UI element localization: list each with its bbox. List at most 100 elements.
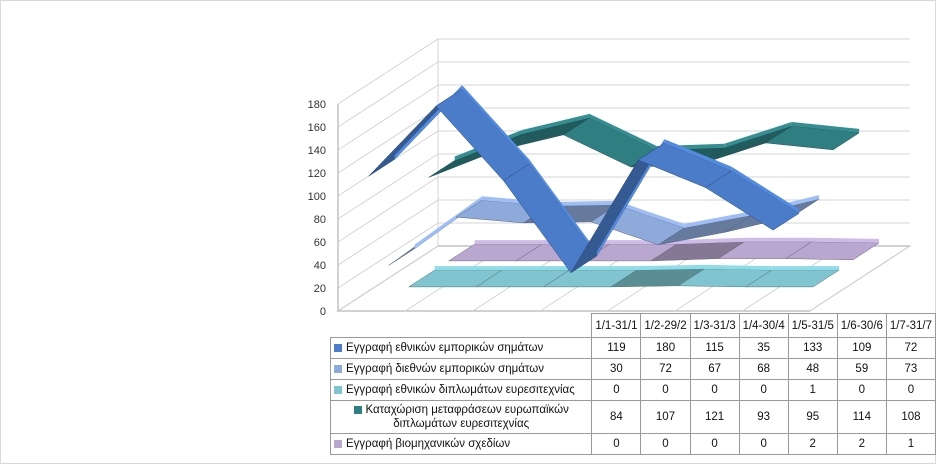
y-tick-label: 60 — [314, 237, 326, 249]
series-segment-top — [529, 159, 597, 256]
floor-divider — [809, 245, 911, 312]
series-segment-top — [569, 266, 637, 271]
series-segment-top — [811, 237, 880, 243]
category-label: 1/1-31/1 — [591, 313, 642, 338]
y-tick-label: 20 — [314, 283, 326, 295]
data-cell: 68 — [738, 358, 789, 380]
series-segment-top — [549, 200, 617, 206]
y-tick-label: 120 — [308, 168, 326, 180]
category-label: 1/7-31/7 — [885, 313, 936, 338]
data-cell: 115 — [689, 337, 740, 359]
series-line — [368, 85, 800, 274]
series-segment-top — [724, 122, 792, 148]
data-cell: 59 — [836, 358, 887, 380]
table-row: Εγγραφή εθνικών διπλωμάτων ευρεσιτεχνίας… — [329, 379, 936, 401]
category-label: 1/5-31/5 — [787, 313, 838, 338]
series-segment-top — [596, 139, 665, 256]
series-segment-top — [684, 211, 752, 228]
legend-entry: Εγγραφή διεθνών εμπορικών σημάτων — [329, 358, 593, 380]
data-cell: 84 — [591, 400, 642, 434]
legend-swatch — [353, 405, 362, 414]
series-segment-top — [462, 85, 530, 164]
series-line — [407, 264, 840, 288]
series-segment-top — [636, 264, 705, 271]
y-tick-label: 140 — [308, 145, 326, 157]
series-segment-top — [704, 264, 772, 271]
legend-entry: Εγγραφή βιομηχανικών σχεδίων — [329, 433, 593, 455]
data-cell: 1 — [787, 379, 838, 401]
series-segment-top — [522, 113, 590, 134]
data-table: 1/1-31/1 1/2-29/2 1/3-31/3 1/4-30/4 1/5-31/5… — [329, 313, 936, 455]
legend-entry: Εγγραφή εθνικών διπλωμάτων ευρεσιτεχνίας — [329, 379, 593, 401]
data-cell: 73 — [885, 358, 936, 380]
data-cell: 95 — [787, 400, 838, 434]
series-segment-top — [664, 139, 732, 171]
data-cell: 180 — [640, 337, 691, 359]
series-segment-top — [771, 266, 840, 271]
series-segment-top — [744, 237, 812, 242]
data-cell: 30 — [591, 358, 642, 380]
legend-label: Εγγραφή εθνικών διπλωμάτων ευρεσιτεχνίας — [346, 384, 575, 396]
y-tick-label: 0 — [320, 306, 326, 318]
category-label: 1/3-31/3 — [689, 313, 740, 338]
y-tick-label: 160 — [308, 122, 326, 134]
data-cell: 108 — [885, 400, 936, 434]
category-header-row: 1/1-31/1 1/2-29/2 1/3-31/3 1/4-30/4 1/5-31/5… — [331, 313, 936, 338]
data-cell: 48 — [787, 358, 838, 380]
legend-swatch — [334, 343, 342, 352]
series-segment-top — [791, 122, 860, 133]
data-cell: 35 — [738, 337, 789, 359]
y-tick-label: 40 — [314, 260, 326, 272]
table-corner — [331, 314, 592, 338]
data-cell: 1 — [885, 433, 936, 455]
category-label: 1/4-30/4 — [738, 313, 789, 338]
data-cell: 121 — [689, 400, 740, 434]
data-cell: 72 — [885, 337, 936, 359]
data-cell: 109 — [836, 337, 887, 359]
series-lines — [368, 85, 880, 288]
legend-swatch — [334, 385, 342, 394]
table-row: Εγγραφή βιομηχανικών σχεδίων 0 0 0 0 2 2 1 — [329, 433, 936, 455]
data-cell: 67 — [689, 358, 740, 380]
table-row: Εγγραφή διεθνών εμπορικών σημάτων 30 72 67 6… — [329, 358, 936, 380]
data-cell: 0 — [689, 433, 740, 455]
data-cell: 0 — [689, 379, 740, 401]
data-cell: 133 — [787, 337, 838, 359]
data-cell: 114 — [836, 400, 887, 434]
data-cell: 2 — [787, 433, 838, 455]
series-segment-top — [589, 113, 657, 151]
data-cell: 0 — [640, 433, 691, 455]
y-axis-ticks: 0 20 40 60 80 100 120 140 160 180 — [308, 99, 326, 318]
legend-label: Εγγραφή διεθνών εμπορικών σημάτων — [346, 363, 544, 375]
table-row: Εγγραφή εθνικών εμπορικών σημάτων 119 180 1… — [329, 337, 936, 359]
y-tick-label: 100 — [308, 191, 326, 203]
data-cell: 0 — [640, 379, 691, 401]
y-tick-label: 180 — [308, 99, 326, 111]
category-label: 1/6-30/6 — [836, 313, 887, 338]
legend-label: Καταχώριση μεταφράσεων ευρωπαϊκών διπλωμ… — [365, 404, 569, 430]
series-segment-top — [414, 196, 483, 249]
data-cell: 0 — [836, 379, 887, 401]
category-label: 1/2-29/2 — [640, 313, 691, 338]
data-cell: 0 — [738, 379, 789, 401]
series-segment-top — [616, 200, 685, 228]
data-cell: 2 — [836, 433, 887, 455]
series-segment-top — [502, 266, 570, 271]
data-cell: 107 — [640, 400, 691, 434]
data-cell: 0 — [738, 433, 789, 455]
data-cell: 0 — [591, 433, 642, 455]
legend-label: Εγγραφή εθνικών εμπορικών σημάτων — [346, 342, 544, 354]
y-tick-label: 80 — [314, 214, 326, 226]
data-cell: 0 — [885, 379, 936, 401]
series-segment-top — [474, 240, 543, 245]
series-segment-top — [676, 237, 745, 245]
legend-entry: Καταχώριση μεταφράσεων ευρωπαϊκών διπλωμ… — [329, 400, 593, 434]
legend-swatch — [334, 364, 342, 373]
legend-swatch — [334, 439, 342, 448]
legend-entry: Εγγραφή εθνικών εμπορικών σημάτων — [329, 337, 593, 359]
legend-label: Εγγραφή βιομηχανικών σχεδίων — [346, 438, 511, 450]
data-cell: 0 — [591, 379, 642, 401]
series-segment-top — [434, 266, 503, 271]
data-cell: 93 — [738, 400, 789, 434]
